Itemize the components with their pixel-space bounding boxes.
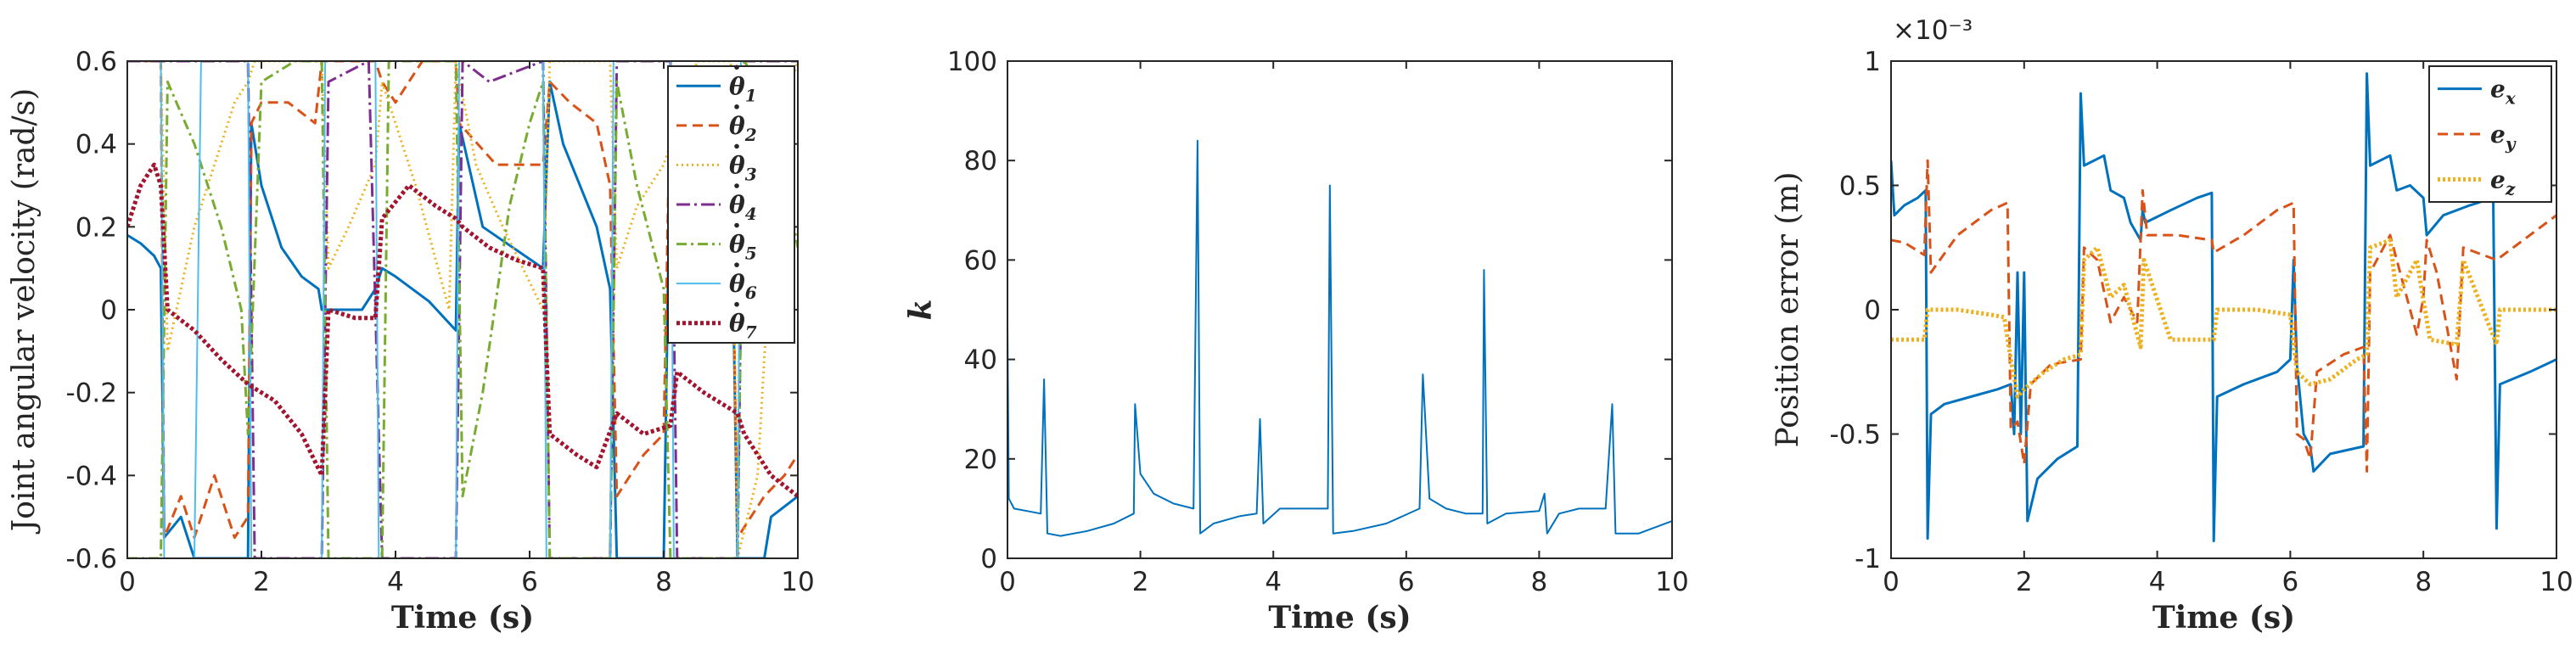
y-axis-label: k — [903, 300, 939, 321]
y-tick-label: 0 — [1864, 295, 1881, 326]
series-line-3 — [1891, 238, 2556, 399]
y-tick-label: 40 — [964, 345, 997, 376]
x-tick-label: 8 — [655, 567, 672, 597]
y-tick-label: 0 — [980, 544, 997, 574]
x-tick-label: 6 — [2282, 567, 2299, 597]
legend-label-sub: x — [2505, 88, 2517, 109]
series-line-1 — [1007, 139, 1672, 537]
y-exponent-label: ×10⁻³ — [1893, 15, 1973, 46]
series-line-7 — [127, 162, 798, 498]
x-tick-label: 0 — [119, 567, 136, 597]
series-line-1 — [1891, 72, 2556, 542]
x-axis-label: Time (s) — [1268, 600, 1411, 636]
legend-label-base: θ — [729, 72, 745, 100]
x-tick-label: 10 — [2540, 567, 2573, 597]
legend-label: ey — [2490, 120, 2517, 154]
legend-label-base: θ — [729, 151, 745, 179]
y-tick-label: -0.2 — [66, 378, 118, 409]
derivative-dot — [734, 262, 739, 267]
y-tick-label: -0.5 — [1830, 420, 1882, 451]
legend-label-sub: y — [2505, 133, 2517, 154]
derivative-dot — [734, 301, 739, 307]
legend-label: θ5 — [729, 231, 757, 264]
chart-position-error: 0 2 4 6 8 10 -1 -0.5 0 0.5 1 Time (s) Position error… — [1771, 15, 2573, 636]
series-line-2 — [1891, 159, 2556, 473]
x-tick-label: 0 — [1883, 567, 1900, 597]
legend-label-sub: 1 — [745, 85, 757, 105]
series-group — [1007, 139, 1672, 537]
x-tick-label: 4 — [2149, 567, 2166, 597]
x-axis-label: Time (s) — [391, 600, 534, 636]
series-group — [1891, 72, 2556, 542]
legend-label-sub: z — [2505, 178, 2516, 199]
x-tick-label: 10 — [781, 567, 814, 597]
legend-label: θ3 — [729, 151, 757, 184]
legend-label-base: θ — [729, 112, 745, 140]
y-tick-label: 0.6 — [76, 47, 117, 77]
y-tick-label: 0.5 — [1839, 171, 1881, 202]
x-tick-label: 10 — [1655, 567, 1688, 597]
x-tick-label: 6 — [521, 567, 538, 597]
x-tick-label: 2 — [2016, 567, 2033, 597]
y-tick-label: 80 — [964, 146, 997, 176]
legend-label: ez — [2490, 165, 2516, 199]
legend-label-base: e — [2490, 76, 2506, 104]
y-tick-label: -1 — [1855, 544, 1881, 574]
y-axis-label: Joint angular velocity (rad/s) — [7, 88, 42, 535]
y-tick-label: 60 — [964, 245, 997, 276]
y-tick-label: 1 — [1864, 47, 1881, 77]
derivative-dot — [734, 222, 739, 228]
y-tick-label: 100 — [947, 47, 997, 77]
derivative-dot — [734, 104, 739, 109]
legend-label-base: θ — [729, 270, 745, 298]
legend-label-base: θ — [729, 310, 745, 338]
legend-label: θ7 — [729, 310, 757, 343]
x-tick-label: 8 — [2415, 567, 2432, 597]
x-tick-label: 6 — [1398, 567, 1415, 597]
y-tick-label: 0.4 — [76, 130, 117, 160]
legend-label-sub: 5 — [745, 244, 757, 264]
legend-label-base: θ — [729, 231, 745, 259]
y-axis-label: Position error (m) — [1771, 172, 1805, 448]
legend-label: ex — [2490, 76, 2517, 109]
derivative-dot — [734, 183, 739, 188]
y-tick-label: 20 — [964, 445, 997, 475]
y-tick-label: -0.4 — [66, 461, 118, 491]
legend-label: θ1 — [729, 72, 757, 105]
legend-label-base: e — [2490, 120, 2506, 148]
legend-label-base: θ — [729, 191, 745, 219]
derivative-dot — [734, 64, 739, 70]
x-tick-label: 2 — [253, 567, 270, 597]
legend-label-sub: 6 — [745, 283, 757, 303]
legend-label-sub: 2 — [744, 125, 757, 145]
plot-area — [1007, 61, 1672, 558]
x-tick-label: 0 — [999, 567, 1016, 597]
axes-box — [1007, 60, 1673, 559]
chart-joint-velocity: 0 2 4 6 8 10 -0.6 -0.4 -0.2 0 0.2 0.4 0.6 Time (s) Joi… — [7, 47, 815, 636]
legend-label: θ2 — [729, 112, 757, 145]
legend-label-base: e — [2490, 165, 2506, 193]
x-tick-label: 4 — [387, 567, 404, 597]
legend-label-sub: 4 — [745, 204, 757, 224]
x-tick-label: 4 — [1265, 567, 1282, 597]
series-line-3 — [127, 61, 798, 558]
legend-label: θ6 — [729, 270, 757, 303]
derivative-dot — [734, 143, 739, 149]
x-tick-label: 2 — [1132, 567, 1149, 597]
legend-label-sub: 3 — [745, 164, 757, 184]
y-tick-label: 0 — [100, 295, 117, 326]
y-tick-label: 0.2 — [76, 212, 117, 243]
x-tick-label: 8 — [1531, 567, 1548, 597]
legend-label: θ4 — [729, 191, 757, 224]
legend-label-sub: 7 — [745, 322, 757, 343]
y-tick-label: -0.6 — [66, 544, 118, 574]
series-line-5 — [127, 61, 798, 558]
x-axis-label: Time (s) — [2152, 600, 2295, 636]
